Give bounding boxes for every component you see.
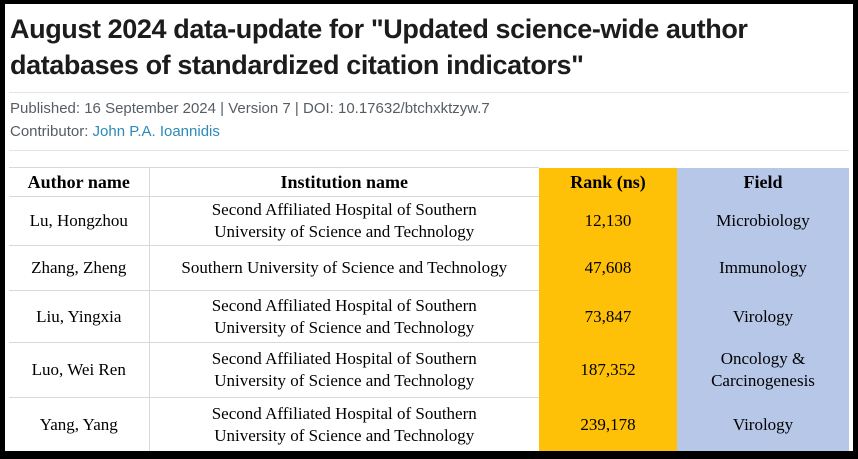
field-cell: Microbiology [677, 196, 849, 246]
table-row: Zhang, Zheng Southern University of Scie… [9, 245, 849, 291]
header-author-name: Author name [9, 167, 150, 197]
author-cell: Yang, Yang [9, 397, 150, 451]
table-row: Liu, Yingxia Second Affiliated Hospital … [9, 290, 849, 343]
contributor-link[interactable]: John P.A. Ioannidis [92, 123, 220, 140]
divider-bottom [9, 150, 849, 151]
field-cell: Virology [677, 397, 849, 451]
published-version-doi-text: Published: 16 September 2024 | Version 7… [10, 100, 490, 117]
contributor-meta: Contributor: John P.A. Ioannidis [10, 121, 849, 142]
authors-table: Author name Institution name Rank (ns) F… [9, 167, 850, 451]
rank-cell: 73,847 [539, 290, 677, 343]
divider-top [9, 92, 849, 93]
table-row: Yang, Yang Second Affiliated Hospital of… [9, 397, 849, 451]
contributor-label: Contributor: [10, 123, 93, 140]
institution-cell: Second Affiliated Hospital of Southern U… [149, 196, 539, 246]
rank-cell: 12,130 [539, 196, 677, 246]
table-row: Lu, Hongzhou Second Affiliated Hospital … [9, 196, 849, 246]
institution-cell: Second Affiliated Hospital of Southern U… [149, 290, 539, 343]
table-header-row: Author name Institution name Rank (ns) F… [9, 167, 849, 197]
header-institution-name: Institution name [149, 167, 539, 197]
institution-cell: Second Affiliated Hospital of Southern U… [149, 342, 539, 398]
author-cell: Lu, Hongzhou [9, 196, 150, 246]
rank-cell: 187,352 [539, 342, 677, 398]
institution-cell: Second Affiliated Hospital of Southern U… [149, 397, 539, 451]
publication-meta: Published: 16 September 2024 | Version 7… [10, 98, 849, 119]
table-row: Luo, Wei Ren Second Affiliated Hospital … [9, 342, 849, 398]
header-field: Field [677, 167, 849, 197]
institution-cell: Southern University of Science and Techn… [149, 245, 539, 291]
field-cell: Immunology [677, 245, 849, 291]
field-cell: Oncology & Carcinogenesis [677, 342, 849, 398]
field-cell: Virology [677, 290, 849, 343]
header-rank-ns: Rank (ns) [539, 167, 677, 197]
page-title: August 2024 data-update for "Updated sci… [10, 14, 748, 80]
author-cell: Zhang, Zheng [9, 245, 150, 291]
rank-cell: 239,178 [539, 397, 677, 451]
rank-cell: 47,608 [539, 245, 677, 291]
author-cell: Luo, Wei Ren [9, 342, 150, 398]
author-cell: Liu, Yingxia [9, 290, 150, 343]
